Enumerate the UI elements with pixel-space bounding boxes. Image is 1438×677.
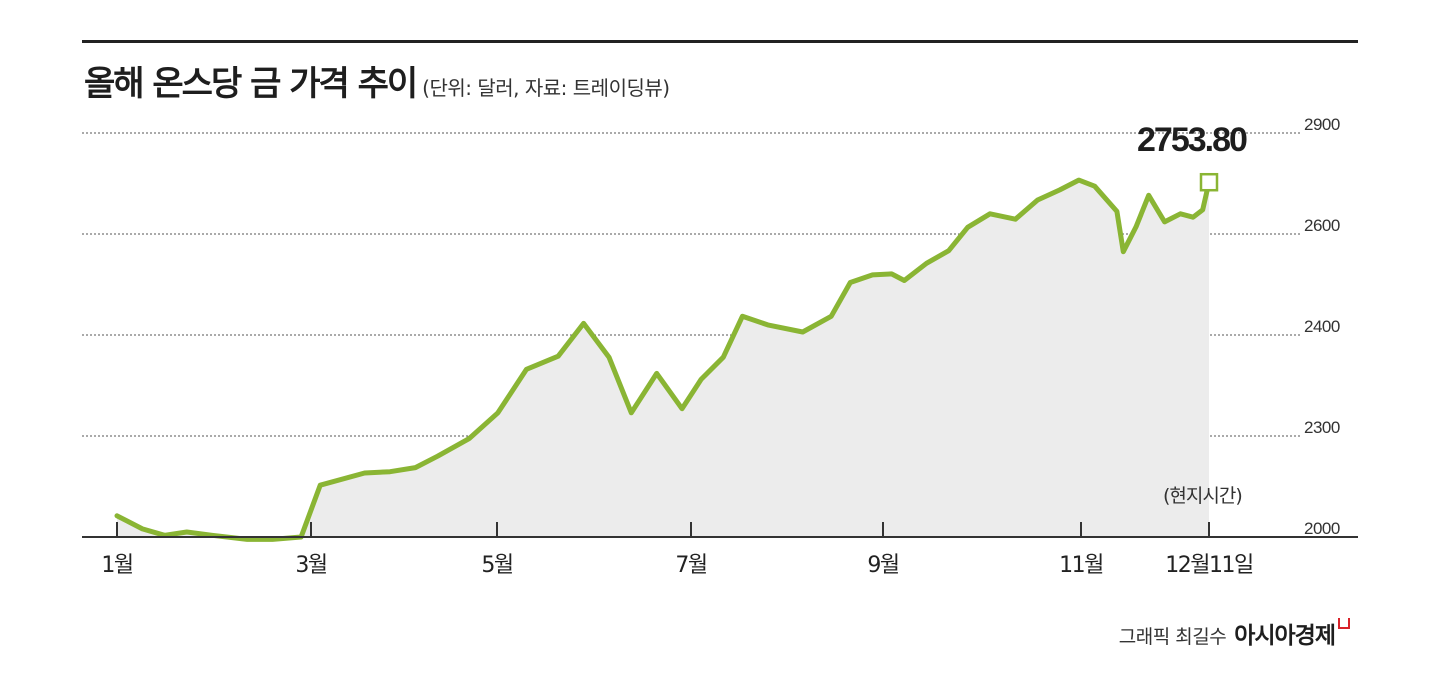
publisher-brand: 아시아경제 xyxy=(1234,623,1336,649)
y-tick-label: 2400 xyxy=(1304,317,1340,336)
x-tick-label: 5월 xyxy=(481,553,512,578)
x-tick-label: 3월 xyxy=(295,553,326,578)
graphic-credit: 그래픽 최길수 아시아경제 xyxy=(1119,616,1350,650)
y-tick-label: 2000 xyxy=(1304,519,1340,538)
chart-subtitle: (단위: 달러, 자료: 트레이딩뷰) xyxy=(422,76,670,100)
x-tick-label: 12월11일 xyxy=(1165,553,1253,578)
brand-logo-mark xyxy=(1338,618,1350,629)
x-tick-label: 7월 xyxy=(675,553,706,578)
y-tick-label: 2900 xyxy=(1304,115,1340,134)
chart-title: 올해 온스당 금 가격 추이 xyxy=(84,64,418,104)
designer-credit: 그래픽 최길수 xyxy=(1118,626,1227,648)
x-tick-label: 11월 xyxy=(1059,553,1103,578)
x-tick-label: 1월 xyxy=(101,553,132,578)
x-tick-label: 9월 xyxy=(867,553,898,578)
price-area xyxy=(117,180,1209,540)
y-tick-label: 2300 xyxy=(1304,418,1340,437)
last-point-marker xyxy=(1199,172,1219,192)
title-row: 올해 온스당 금 가격 추이 (단위: 달러, 자료: 트레이딩뷰) xyxy=(84,56,670,105)
price-line xyxy=(114,177,1212,542)
last-value-label: 2753.80 xyxy=(1137,121,1247,159)
time-zone-note: (현지시간) xyxy=(1163,485,1242,507)
y-tick-label: 2600 xyxy=(1304,216,1340,235)
top-rule xyxy=(82,40,1358,43)
